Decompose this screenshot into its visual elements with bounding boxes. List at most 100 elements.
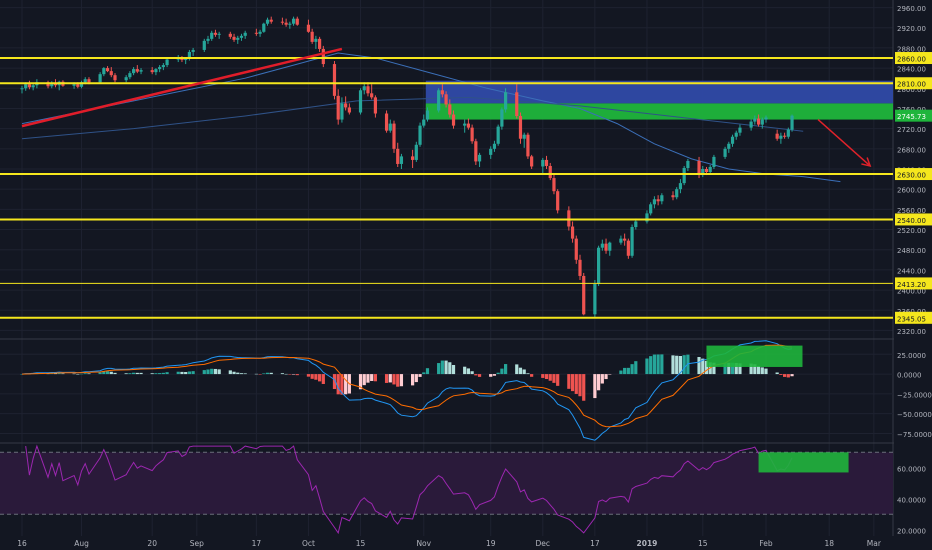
candle[interactable]	[392, 120, 396, 153]
candle[interactable]	[236, 35, 240, 44]
candle[interactable]	[730, 134, 735, 147]
candle[interactable]	[582, 272, 586, 316]
candle[interactable]	[388, 119, 392, 133]
candle[interactable]	[756, 114, 761, 127]
candle[interactable]	[749, 119, 753, 131]
candle[interactable]	[191, 47, 195, 56]
candle[interactable]	[760, 117, 764, 129]
candle[interactable]	[139, 68, 143, 75]
rsi-highlight[interactable]	[758, 452, 849, 473]
candle[interactable]	[678, 179, 683, 194]
candle[interactable]	[102, 67, 106, 77]
candle[interactable]	[544, 155, 549, 169]
candle[interactable]	[626, 238, 630, 259]
candle[interactable]	[734, 130, 738, 140]
candle[interactable]	[708, 164, 712, 175]
candle[interactable]	[474, 138, 478, 165]
candle[interactable]	[284, 18, 288, 27]
resistance-zone-blue[interactable]	[425, 80, 893, 104]
candle[interactable]	[492, 140, 497, 152]
candle[interactable]	[280, 17, 284, 25]
candle[interactable]	[310, 28, 314, 44]
candle[interactable]	[31, 83, 35, 91]
candle[interactable]	[213, 29, 218, 37]
candle[interactable]	[105, 66, 110, 73]
candle[interactable]	[660, 193, 664, 205]
candle[interactable]	[232, 33, 236, 42]
candle[interactable]	[109, 67, 113, 78]
candle[interactable]	[165, 58, 169, 68]
candle[interactable]	[504, 88, 508, 113]
candle[interactable]	[686, 158, 690, 172]
candle[interactable]	[321, 45, 325, 68]
candle[interactable]	[314, 35, 318, 49]
candle[interactable]	[318, 36, 322, 52]
candle[interactable]	[574, 235, 578, 264]
candle[interactable]	[336, 89, 340, 125]
candle[interactable]	[384, 110, 389, 133]
candle[interactable]	[466, 118, 470, 130]
candle[interactable]	[593, 279, 597, 318]
candle[interactable]	[649, 202, 653, 216]
candle[interactable]	[448, 99, 452, 118]
candle[interactable]	[158, 65, 162, 73]
candle[interactable]	[269, 16, 273, 24]
candle[interactable]	[418, 122, 422, 147]
candle[interactable]	[779, 132, 783, 144]
candle[interactable]	[373, 95, 377, 118]
candle[interactable]	[738, 124, 742, 136]
candle[interactable]	[764, 115, 768, 123]
candle[interactable]	[656, 195, 660, 206]
candle[interactable]	[306, 19, 311, 33]
candle[interactable]	[265, 17, 270, 26]
candle[interactable]	[723, 146, 727, 159]
candle[interactable]	[444, 91, 448, 108]
candle[interactable]	[362, 82, 366, 95]
candle[interactable]	[671, 191, 675, 201]
candle[interactable]	[124, 75, 128, 83]
candle[interactable]	[518, 112, 523, 144]
candle[interactable]	[366, 82, 370, 97]
candle[interactable]	[515, 84, 519, 119]
candle[interactable]	[489, 146, 493, 159]
projection-arrow[interactable]	[817, 119, 871, 167]
candlesticks[interactable]	[20, 16, 794, 318]
candle[interactable]	[645, 210, 649, 224]
candle[interactable]	[358, 88, 363, 115]
candle[interactable]	[113, 73, 117, 83]
candle[interactable]	[422, 114, 426, 128]
candle[interactable]	[451, 110, 456, 129]
candle[interactable]	[154, 68, 158, 76]
candle[interactable]	[556, 189, 560, 214]
candle[interactable]	[440, 84, 444, 98]
candle[interactable]	[500, 107, 504, 130]
candle[interactable]	[425, 107, 430, 122]
candle[interactable]	[254, 28, 258, 36]
candle[interactable]	[463, 119, 467, 133]
candle[interactable]	[295, 16, 299, 26]
trendline[interactable]	[21, 47, 343, 128]
candle[interactable]	[701, 165, 705, 178]
candle[interactable]	[437, 88, 441, 113]
price-axis[interactable]: 2960.002920.002880.002840.002800.002760.…	[894, 0, 932, 536]
candle[interactable]	[46, 80, 50, 89]
candle[interactable]	[652, 196, 656, 209]
candle[interactable]	[98, 72, 102, 84]
candle[interactable]	[135, 65, 139, 74]
candle[interactable]	[712, 154, 716, 169]
candle[interactable]	[180, 55, 184, 63]
candle[interactable]	[347, 103, 351, 115]
candle[interactable]	[332, 61, 337, 100]
candle[interactable]	[288, 21, 292, 29]
candle[interactable]	[20, 85, 24, 94]
candle[interactable]	[344, 96, 348, 111]
candle[interactable]	[783, 132, 787, 139]
candle[interactable]	[548, 162, 552, 181]
candle[interactable]	[291, 16, 296, 26]
horizontal-levels[interactable]	[0, 57, 893, 319]
candle[interactable]	[630, 224, 634, 258]
candle[interactable]	[753, 115, 757, 125]
candle[interactable]	[217, 31, 221, 39]
candle[interactable]	[530, 154, 534, 169]
time-axis[interactable]: 16 Aug 20 Sep 17 Oct 15 Nov 19 Dec 17 2019 15 Feb 18 Ma…	[0, 536, 932, 550]
